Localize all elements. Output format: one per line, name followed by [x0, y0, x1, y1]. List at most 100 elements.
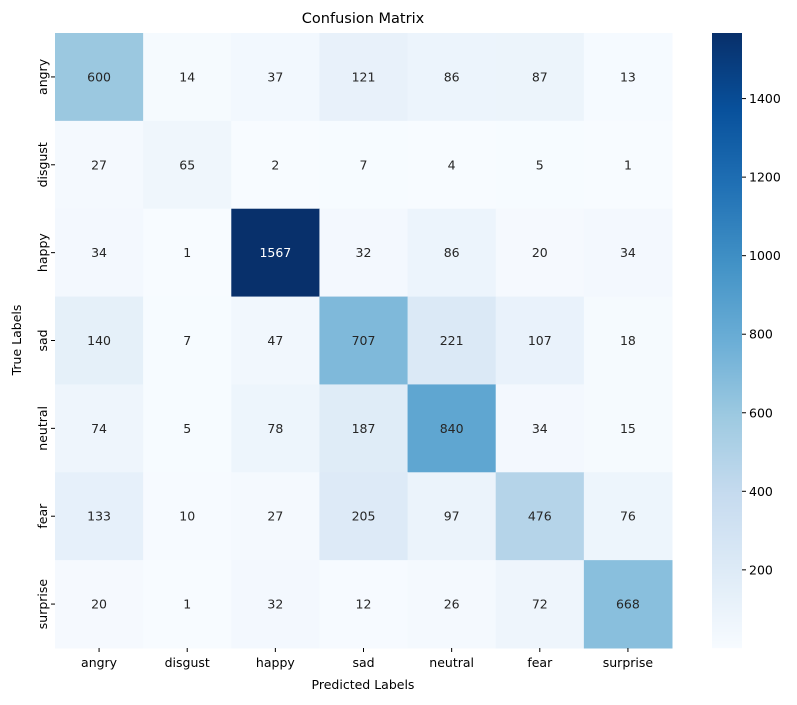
- colorbar-segment: [712, 233, 742, 235]
- colorbar-segment: [712, 246, 742, 248]
- colorbar-segment: [712, 566, 742, 568]
- colorbar-segment: [712, 626, 742, 628]
- colorbar-segment: [712, 117, 742, 119]
- colorbar-segment: [712, 366, 742, 368]
- colorbar-segment: [712, 145, 742, 147]
- colorbar-segment: [712, 223, 742, 225]
- colorbar-segment: [712, 589, 742, 591]
- colorbar-segment: [712, 637, 742, 639]
- heatmap-cell: [319, 296, 409, 385]
- colorbar-segment: [712, 163, 742, 165]
- cell-value-label: 47: [267, 333, 283, 348]
- colorbar-segment: [712, 173, 742, 175]
- colorbar-segment: [712, 420, 742, 422]
- colorbar-segment: [712, 631, 742, 633]
- colorbar-segment: [712, 108, 742, 110]
- colorbar-segment: [712, 66, 742, 68]
- colorbar-segment: [712, 535, 742, 537]
- colorbar-segment: [712, 174, 742, 176]
- colorbar-segment: [712, 378, 742, 380]
- colorbar-segment: [712, 311, 742, 313]
- colorbar-segment: [712, 502, 742, 504]
- heatmap-cell: [55, 33, 144, 122]
- cell-value-label: 107: [528, 333, 552, 348]
- colorbar-segment: [712, 337, 742, 339]
- colorbar-segment: [712, 561, 742, 563]
- colorbar-segment: [712, 232, 742, 234]
- cell-value-label: 18: [620, 333, 636, 348]
- colorbar-segment: [712, 351, 742, 353]
- heatmap-cell: [407, 120, 497, 210]
- colorbar-segment: [712, 253, 742, 255]
- colorbar-segment: [712, 512, 742, 514]
- colorbar-segment: [712, 514, 742, 516]
- cell-value-label: 4: [448, 157, 456, 172]
- colorbar-segment: [712, 455, 742, 457]
- colorbar-segment: [712, 370, 742, 372]
- colorbar-segment: [712, 65, 742, 67]
- colorbar-segment: [712, 71, 742, 73]
- colorbar-segment: [712, 460, 742, 462]
- colorbar-segment: [712, 527, 742, 529]
- colorbar-segment: [712, 93, 742, 95]
- colorbar-segment: [712, 338, 742, 340]
- colorbar-segment: [712, 191, 742, 193]
- colorbar-segment: [712, 78, 742, 80]
- colorbar-segment: [712, 283, 742, 285]
- heatmap-cell: [495, 296, 585, 385]
- colorbar-segment: [712, 285, 742, 287]
- cell-value-label: 97: [444, 509, 460, 524]
- colorbar-segment: [712, 201, 742, 203]
- colorbar-segment: [712, 499, 742, 501]
- colorbar-segment: [712, 116, 742, 118]
- colorbar-segment: [712, 633, 742, 635]
- colorbar-segment: [712, 444, 742, 446]
- colorbar-segment: [712, 443, 742, 445]
- colorbar-segment: [712, 372, 742, 374]
- heatmap-cell: [143, 208, 232, 298]
- colorbar-segment: [712, 206, 742, 208]
- colorbar-segment: [712, 475, 742, 477]
- colorbar-segment: [712, 342, 742, 344]
- heatmap-cell: [319, 208, 409, 298]
- heatmap-cell: [495, 208, 585, 298]
- colorbar-segment: [712, 479, 742, 481]
- colorbar-segment: [712, 484, 742, 486]
- colorbar-segment: [712, 405, 742, 407]
- colorbar-segment: [712, 523, 742, 525]
- colorbar-segment: [712, 210, 742, 212]
- colorbar-segment: [712, 160, 742, 162]
- colorbar-segment: [712, 445, 742, 447]
- colorbar-segment: [712, 60, 742, 62]
- heatmap-cell: [55, 472, 144, 561]
- colorbar-segment: [712, 403, 742, 405]
- colorbar-segment: [712, 547, 742, 549]
- colorbar-segment: [712, 509, 742, 511]
- colorbar-segment: [712, 355, 742, 357]
- y-axis-label: True Labels: [9, 305, 24, 377]
- cell-value-label: 74: [91, 421, 107, 436]
- colorbar-segment: [712, 333, 742, 335]
- colorbar-segment: [712, 119, 742, 121]
- colorbar-segment: [712, 353, 742, 355]
- colorbar-segment: [712, 617, 742, 619]
- colorbar-segment: [712, 423, 742, 425]
- colorbar-segment: [712, 306, 742, 308]
- colorbar-segment: [712, 252, 742, 254]
- colorbar-segment: [712, 202, 742, 204]
- colorbar-segment: [712, 146, 742, 148]
- colorbar-segment: [712, 350, 742, 352]
- heatmap-cell: [583, 33, 673, 122]
- colorbar-segment: [712, 440, 742, 442]
- colorbar-segment: [712, 341, 742, 343]
- colorbar-segment: [712, 103, 742, 105]
- colorbar-segment: [712, 601, 742, 603]
- colorbar-segment: [712, 564, 742, 566]
- colorbar-segment: [712, 522, 742, 524]
- colorbar-segment: [712, 259, 742, 261]
- heatmap-cell: [583, 120, 673, 210]
- colorbar-segment: [712, 357, 742, 359]
- colorbar-segment: [712, 139, 742, 141]
- colorbar-segment: [712, 530, 742, 532]
- colorbar-segment: [712, 414, 742, 416]
